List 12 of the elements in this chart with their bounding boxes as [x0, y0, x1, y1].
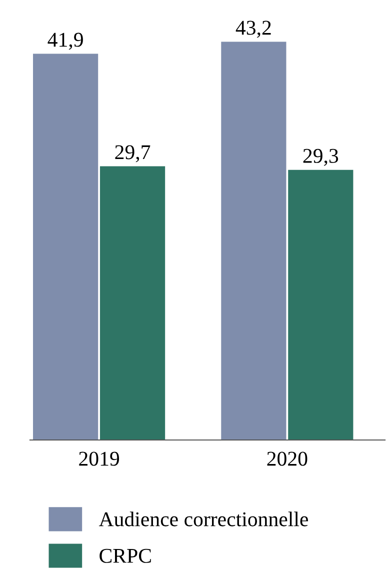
data-label: 43,2: [236, 20, 271, 38]
bar: [221, 42, 286, 440]
bar: [33, 54, 98, 440]
bar: [288, 170, 354, 440]
data-label: 29,3: [303, 148, 338, 166]
bar: [100, 166, 166, 440]
data-label: 29,7: [115, 145, 150, 162]
data-label: 41,9: [48, 32, 83, 50]
x-tick-label: 2019: [79, 452, 120, 466]
legend-label: CRPC: [100, 548, 151, 563]
x-tick-label: 2020: [267, 452, 308, 466]
legend-label: Audience correctionnelle: [98, 512, 308, 526]
